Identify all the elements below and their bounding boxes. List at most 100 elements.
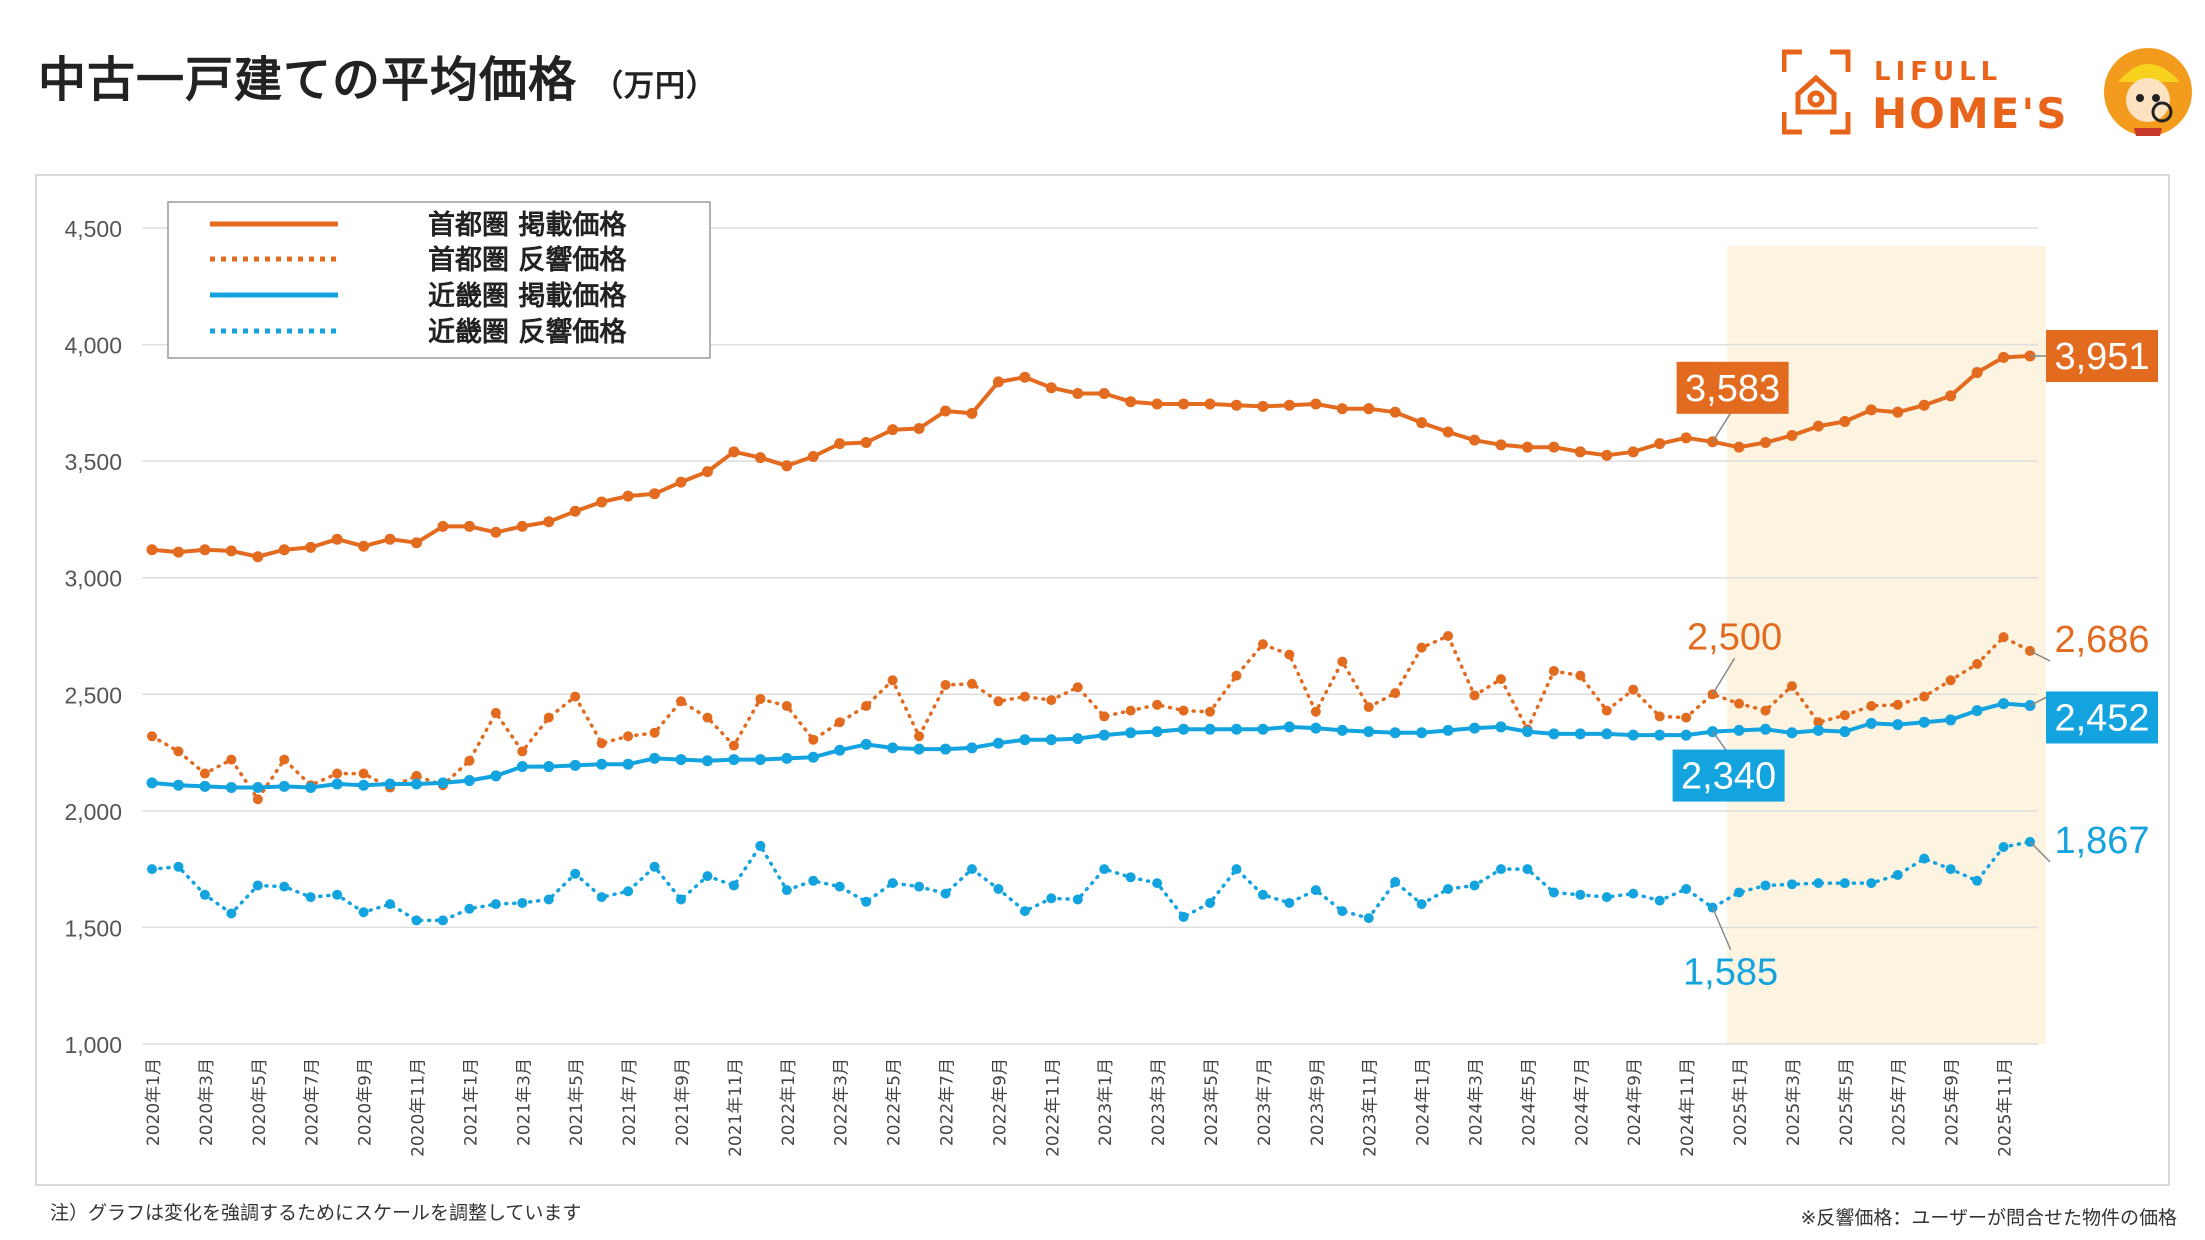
data-point (913, 743, 925, 755)
data-point (914, 731, 925, 742)
data-point (1945, 714, 1957, 726)
data-point (728, 740, 739, 751)
data-point (834, 881, 845, 892)
x-tick-label: 2020年5月 (250, 1058, 270, 1146)
x-tick-label: 2021年3月 (514, 1058, 534, 1146)
data-point (940, 679, 951, 690)
x-tick-label: 2024年5月 (1519, 1058, 1539, 1146)
data-point (1310, 706, 1321, 717)
response-price-note: ※反響価格：ユーザーが問合せた物件の価格 (1800, 1207, 2177, 1229)
data-point (543, 761, 555, 773)
data-point (1945, 390, 1957, 402)
y-tick-label: 3,000 (64, 566, 122, 592)
data-point (1866, 700, 1877, 711)
data-point (199, 544, 211, 556)
data-point (1786, 727, 1798, 739)
legend-label-0: 首都圏 掲載価格 (428, 209, 627, 241)
data-point (278, 780, 290, 792)
data-point (1945, 675, 1956, 686)
data-point (1310, 398, 1322, 410)
data-point (1654, 895, 1665, 906)
data-point (1072, 388, 1084, 400)
data-point (1336, 724, 1348, 736)
annotation-box (1672, 749, 1785, 802)
data-point (1257, 639, 1268, 650)
data-point (1892, 869, 1903, 880)
data-point (1363, 913, 1374, 924)
x-tick-label: 2023年1月 (1096, 1058, 1116, 1146)
x-tick-label: 2023年9月 (1308, 1058, 1328, 1146)
data-point (358, 779, 370, 791)
data-point (1151, 726, 1163, 738)
annotation-label: 2,686 (2054, 619, 2149, 661)
data-point (1786, 681, 1797, 692)
title-text: 中古一戸建ての平均価格 (38, 52, 578, 108)
data-point (1628, 888, 1639, 899)
data-point (992, 737, 1004, 749)
data-point (463, 775, 475, 787)
data-point (411, 770, 422, 781)
data-point (596, 738, 607, 749)
data-point (676, 696, 687, 707)
annotation-leader (1711, 409, 1734, 443)
series-3 (147, 836, 2035, 926)
x-tick-label: 2022年7月 (938, 1058, 958, 1146)
data-point (1204, 723, 1216, 735)
data-point (1443, 631, 1454, 641)
data-point (887, 878, 898, 889)
data-point (1125, 396, 1137, 408)
x-tick-label: 2024年1月 (1414, 1058, 1434, 1146)
logo-line1: LIFULL (1874, 57, 2002, 87)
x-tick-label: 2023年11月 (1361, 1058, 1381, 1157)
data-point (1734, 887, 1745, 898)
data-point (1654, 438, 1666, 450)
x-tick-label: 2020年3月 (197, 1058, 217, 1146)
data-point (1839, 726, 1851, 738)
data-point (1681, 883, 1692, 894)
data-point (623, 886, 634, 897)
data-point (1283, 721, 1295, 733)
data-point (966, 864, 977, 875)
data-point (1152, 699, 1163, 710)
data-point (1654, 729, 1666, 741)
x-tick-label: 2021年9月 (673, 1058, 693, 1146)
data-point (754, 754, 766, 766)
data-point (940, 405, 952, 417)
annotation-box (2046, 691, 2158, 744)
data-point (543, 516, 555, 528)
data-point (1204, 398, 1216, 410)
data-point (676, 894, 687, 905)
data-point (437, 915, 448, 926)
data-point (411, 915, 422, 926)
data-point (861, 700, 872, 711)
data-point (649, 727, 660, 738)
data-point (1601, 449, 1613, 461)
data-point (755, 840, 766, 851)
data-point (1231, 864, 1242, 875)
data-point (1839, 710, 1850, 721)
data-point (807, 751, 819, 763)
data-point (914, 881, 925, 892)
data-point (834, 438, 846, 450)
data-point (1918, 399, 1930, 411)
data-point (966, 742, 978, 754)
data-point (1178, 723, 1190, 735)
data-point (464, 903, 475, 914)
data-point (860, 436, 872, 448)
data-point (1231, 670, 1242, 681)
data-point (887, 742, 899, 754)
legend-label-2: 近畿圏 掲載価格 (428, 281, 627, 312)
data-point (384, 533, 396, 545)
y-tick-label: 4,000 (64, 333, 122, 359)
data-point (384, 778, 396, 790)
data-point (596, 892, 607, 903)
data-point (437, 777, 449, 789)
data-point (1601, 705, 1612, 716)
data-point (1575, 670, 1586, 681)
data-point (1230, 399, 1242, 411)
data-point (861, 896, 872, 907)
data-point (834, 717, 845, 728)
data-point (1337, 906, 1348, 917)
data-point (1892, 719, 1904, 731)
data-point (1099, 864, 1110, 875)
